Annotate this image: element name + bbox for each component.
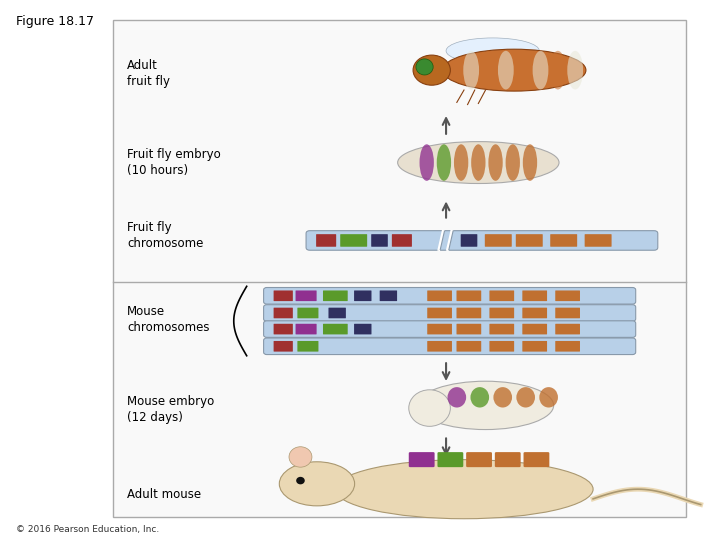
FancyBboxPatch shape [264, 287, 636, 304]
FancyBboxPatch shape [522, 308, 547, 318]
FancyBboxPatch shape [456, 308, 481, 318]
FancyBboxPatch shape [555, 291, 580, 301]
Ellipse shape [335, 460, 593, 519]
FancyBboxPatch shape [379, 291, 397, 301]
FancyBboxPatch shape [264, 305, 636, 321]
FancyBboxPatch shape [456, 341, 481, 352]
FancyBboxPatch shape [523, 452, 549, 467]
Ellipse shape [446, 38, 539, 64]
Ellipse shape [481, 51, 496, 90]
FancyBboxPatch shape [427, 291, 452, 301]
Ellipse shape [516, 387, 535, 408]
Ellipse shape [567, 51, 583, 90]
Ellipse shape [289, 447, 312, 467]
FancyBboxPatch shape [316, 234, 336, 247]
FancyBboxPatch shape [522, 291, 547, 301]
FancyBboxPatch shape [427, 341, 452, 352]
FancyBboxPatch shape [297, 308, 318, 318]
Text: Adult mouse: Adult mouse [127, 488, 201, 501]
Text: Mouse
chromosomes: Mouse chromosomes [127, 305, 210, 334]
FancyBboxPatch shape [323, 324, 348, 334]
FancyBboxPatch shape [490, 308, 514, 318]
Ellipse shape [448, 387, 466, 408]
FancyBboxPatch shape [427, 324, 452, 334]
FancyBboxPatch shape [490, 324, 514, 334]
Text: Mouse embryo
(12 days): Mouse embryo (12 days) [127, 395, 214, 424]
Ellipse shape [409, 390, 451, 427]
FancyBboxPatch shape [297, 341, 318, 352]
Ellipse shape [296, 477, 305, 484]
Ellipse shape [505, 144, 520, 181]
Ellipse shape [418, 381, 554, 429]
Ellipse shape [488, 144, 503, 181]
Ellipse shape [471, 144, 485, 181]
Ellipse shape [533, 51, 549, 90]
FancyBboxPatch shape [295, 291, 317, 301]
Ellipse shape [397, 141, 559, 184]
Text: Fruit fly
chromosome: Fruit fly chromosome [127, 220, 203, 249]
Ellipse shape [443, 49, 586, 91]
Ellipse shape [550, 51, 566, 90]
FancyBboxPatch shape [438, 452, 463, 467]
FancyBboxPatch shape [555, 324, 580, 334]
FancyBboxPatch shape [306, 231, 658, 250]
FancyBboxPatch shape [409, 452, 435, 467]
FancyBboxPatch shape [490, 291, 514, 301]
FancyBboxPatch shape [427, 308, 452, 318]
FancyBboxPatch shape [522, 341, 547, 352]
Ellipse shape [416, 59, 433, 75]
Ellipse shape [498, 51, 514, 90]
FancyBboxPatch shape [264, 321, 636, 338]
FancyBboxPatch shape [341, 234, 367, 247]
Ellipse shape [470, 387, 489, 408]
FancyBboxPatch shape [274, 308, 293, 318]
FancyBboxPatch shape [274, 341, 293, 352]
FancyBboxPatch shape [456, 291, 481, 301]
Ellipse shape [454, 144, 468, 181]
Text: Fruit fly embryo
(10 hours): Fruit fly embryo (10 hours) [127, 148, 220, 177]
FancyBboxPatch shape [555, 308, 580, 318]
FancyBboxPatch shape [555, 341, 580, 352]
FancyBboxPatch shape [372, 234, 388, 247]
FancyBboxPatch shape [522, 324, 547, 334]
FancyBboxPatch shape [461, 234, 477, 247]
Ellipse shape [413, 55, 451, 85]
FancyBboxPatch shape [354, 291, 372, 301]
FancyBboxPatch shape [466, 452, 492, 467]
FancyBboxPatch shape [495, 452, 521, 467]
FancyBboxPatch shape [585, 234, 611, 247]
FancyBboxPatch shape [264, 338, 636, 355]
Ellipse shape [516, 51, 531, 90]
FancyBboxPatch shape [274, 324, 293, 334]
FancyBboxPatch shape [485, 234, 512, 247]
Ellipse shape [437, 144, 451, 181]
FancyBboxPatch shape [328, 308, 346, 318]
Ellipse shape [463, 51, 479, 90]
Ellipse shape [539, 387, 558, 408]
FancyBboxPatch shape [550, 234, 577, 247]
Text: © 2016 Pearson Education, Inc.: © 2016 Pearson Education, Inc. [16, 525, 159, 534]
FancyBboxPatch shape [112, 20, 686, 517]
FancyBboxPatch shape [274, 291, 293, 301]
Ellipse shape [523, 144, 537, 181]
FancyBboxPatch shape [392, 234, 412, 247]
Text: Adult
fruit fly: Adult fruit fly [127, 59, 170, 89]
FancyBboxPatch shape [490, 341, 514, 352]
FancyBboxPatch shape [456, 324, 481, 334]
FancyBboxPatch shape [295, 324, 317, 334]
FancyBboxPatch shape [354, 324, 372, 334]
Ellipse shape [493, 387, 512, 408]
Text: Figure 18.17: Figure 18.17 [16, 15, 94, 28]
Ellipse shape [279, 462, 355, 506]
FancyBboxPatch shape [516, 234, 543, 247]
FancyBboxPatch shape [323, 291, 348, 301]
Ellipse shape [420, 144, 434, 181]
